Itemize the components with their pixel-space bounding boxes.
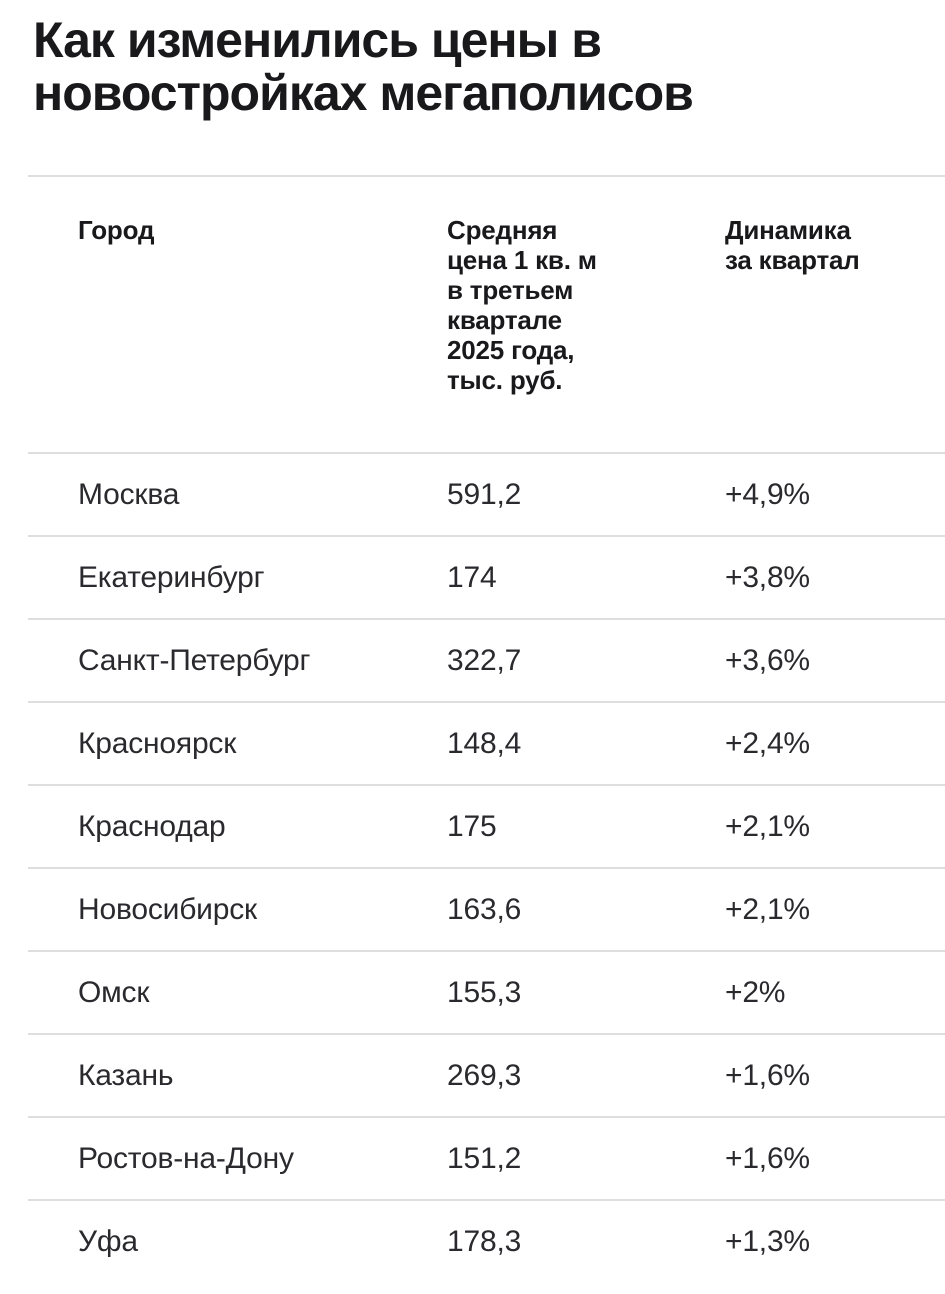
price-cell: 174 [447,560,497,594]
dynamics-cell: +4,9% [725,477,810,511]
dynamics-cell: +2,1% [725,892,810,926]
price-cell: 591,2 [447,477,522,511]
dynamics-cell: +1,3% [725,1224,810,1258]
city-cell: Санкт-Петербург [78,643,311,677]
table-row: Москва 591,2 +4,9% [28,452,945,535]
dynamics-cell: +2% [725,975,786,1009]
city-cell: Екатеринбург [78,560,265,594]
table-row: Красноярск 148,4 +2,4% [28,701,945,784]
table-row: Новосибирск 163,6 +2,1% [28,867,945,950]
city-cell: Казань [78,1058,174,1092]
table-row: Екатеринбург 174 +3,8% [28,535,945,618]
city-cell: Новосибирск [78,892,257,926]
city-cell: Красноярск [78,726,237,760]
table-header-row: Город Средняя цена 1 кв. м в третьем ква… [28,175,945,452]
city-cell: Омск [78,975,150,1009]
column-header-price: Средняя цена 1 кв. м в третьем квартале … [447,215,597,395]
page-title: Как изменились цены в новостройках мегап… [33,12,694,121]
table-row: Краснодар 175 +2,1% [28,784,945,867]
column-header-dynamics: Динамика за квартал [725,215,860,275]
column-header-city: Город [78,215,155,245]
table-row: Санкт-Петербург 322,7 +3,6% [28,618,945,701]
table-body: Москва 591,2 +4,9% Екатеринбург 174 +3,8… [28,452,945,1282]
price-cell: 155,3 [447,975,522,1009]
city-cell: Уфа [78,1224,138,1258]
price-cell: 151,2 [447,1141,522,1175]
price-cell: 322,7 [447,643,522,677]
table-row: Ростов-на-Дону 151,2 +1,6% [28,1116,945,1199]
table-row: Уфа 178,3 +1,3% [28,1199,945,1282]
city-cell: Ростов-на-Дону [78,1141,294,1175]
price-cell: 163,6 [447,892,522,926]
dynamics-cell: +3,8% [725,560,810,594]
dynamics-cell: +2,1% [725,809,810,843]
city-cell: Краснодар [78,809,226,843]
infographic: Как изменились цены в новостройках мегап… [0,14,945,1282]
dynamics-cell: +3,6% [725,643,810,677]
price-cell: 269,3 [447,1058,522,1092]
dynamics-cell: +1,6% [725,1141,810,1175]
price-cell: 148,4 [447,726,522,760]
dynamics-cell: +2,4% [725,726,810,760]
dynamics-cell: +1,6% [725,1058,810,1092]
table-row: Омск 155,3 +2% [28,950,945,1033]
price-cell: 175 [447,809,497,843]
price-cell: 178,3 [447,1224,522,1258]
table-row: Казань 269,3 +1,6% [28,1033,945,1116]
city-cell: Москва [78,477,180,511]
price-table: Город Средняя цена 1 кв. м в третьем ква… [28,175,945,1282]
